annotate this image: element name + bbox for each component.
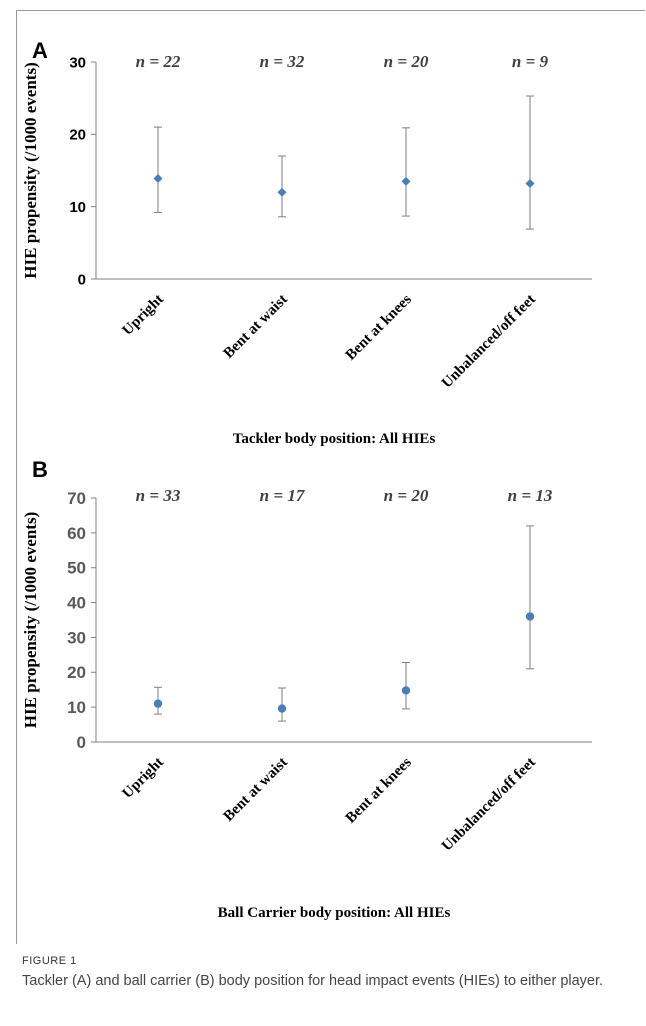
panel-b-count-label: n = 20 — [384, 486, 429, 505]
panel-b-y-tick-label: 20 — [67, 663, 86, 682]
panel-a-y-tick-label: 20 — [69, 127, 86, 144]
panel-a-count-label: n = 20 — [384, 52, 429, 71]
panel-b-y-tick-label: 10 — [67, 698, 86, 717]
panel-b-label: B — [32, 457, 48, 482]
panel-b-data-point — [153, 699, 163, 708]
panel-b-count-label: n = 33 — [136, 486, 181, 505]
panel-b-y-tick-label: 60 — [67, 524, 86, 543]
panel-b-y-axis-title: HIE propensity (/1000 events) — [21, 512, 40, 728]
panel-a-count-label: n = 9 — [512, 52, 549, 71]
panel-b-category-label: Bent at waist — [221, 755, 291, 825]
panel-a-x-axis-title: Tackler body position: All HIEs — [233, 431, 436, 447]
panel-b-data-point — [401, 686, 411, 695]
panel-b-y-tick-label: 0 — [77, 733, 86, 752]
panel-a-data-point — [401, 176, 411, 186]
panel-b-y-tick-label: 40 — [67, 594, 86, 613]
panel-b-y-tick-label: 70 — [67, 489, 86, 508]
panel-a-data-point — [277, 187, 287, 197]
panel-a-category-label: Bent at waist — [221, 292, 291, 362]
panel-a-y-tick-label: 10 — [69, 199, 86, 216]
panel-b-data-point — [277, 704, 287, 713]
panel-a-category-label: Bent at knees — [343, 291, 415, 363]
panel-b-count-label: n = 13 — [508, 486, 553, 505]
panel-a-y-axis-title: HIE propensity (/1000 events) — [21, 62, 40, 278]
panel-b-data-point — [525, 612, 535, 621]
panel-a-data-point — [153, 173, 163, 183]
panel-a-y-tick-label: 30 — [69, 54, 86, 71]
panel-b-y-tick-label: 50 — [67, 559, 86, 578]
figure-caption: FIGURE 1 Tackler (A) and ball carrier (B… — [22, 955, 632, 991]
panel-a-category-label: Upright — [120, 292, 167, 339]
caption-text: Tackler (A) and ball carrier (B) body po… — [22, 973, 604, 989]
panel-a-y-tick-label: 0 — [78, 271, 86, 288]
panel-b-x-axis-title: Ball Carrier body position: All HIEs — [218, 905, 451, 921]
panel-b-category-label: Bent at knees — [343, 754, 415, 826]
panel-a-count-label: n = 22 — [136, 52, 181, 71]
panel-b-y-tick-label: 30 — [67, 628, 86, 647]
panel-a-data-point — [525, 179, 535, 189]
panel-b-count-label: n = 17 — [260, 486, 306, 505]
caption-label: FIGURE 1 — [22, 955, 77, 967]
panel-a-count-label: n = 32 — [260, 52, 305, 71]
panel-a-category-label: Unbalanced/off feet — [439, 292, 539, 392]
figure-frame — [16, 10, 645, 944]
panel-b-category-label: Upright — [120, 755, 167, 802]
panel-b-category-label: Unbalanced/off feet — [439, 755, 539, 855]
panel-a-label: A — [32, 38, 48, 63]
figure-charts: A 0 10 20 30 HIE propensity (/1000 events) n =… — [21, 38, 592, 921]
